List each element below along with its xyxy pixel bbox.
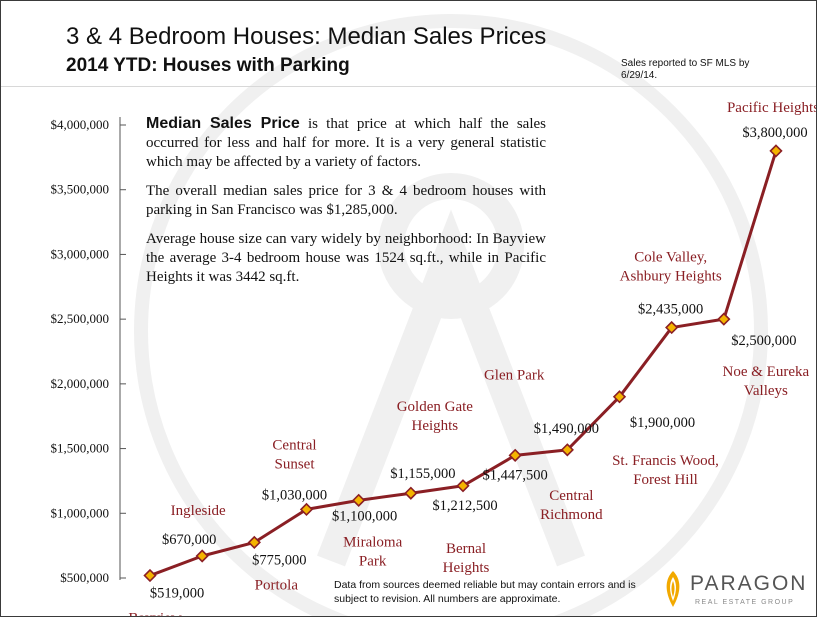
data-value-label: $1,030,000 <box>262 487 327 503</box>
paragon-logo-icon <box>666 571 680 607</box>
data-value-label: $1,155,000 <box>390 466 455 482</box>
y-tick-label: $1,500,000 <box>51 441 110 456</box>
y-tick-label: $3,000,000 <box>51 246 110 261</box>
neighborhood-label: Forest Hill <box>633 472 698 488</box>
data-value-label: $775,000 <box>252 552 306 568</box>
neighborhood-label: Heights <box>443 560 490 576</box>
data-value-label: $1,212,500 <box>432 498 497 514</box>
y-tick-label: $2,500,000 <box>51 311 110 326</box>
logo-wordmark: PARAGON <box>690 572 808 595</box>
paragon-logo: PARAGON REAL ESTATE GROUP <box>661 569 811 613</box>
data-value-label: $1,490,000 <box>534 421 599 437</box>
neighborhood-label: Valleys <box>744 383 788 399</box>
neighborhood-label: Ingleside <box>171 503 226 519</box>
data-point-marker <box>404 486 418 500</box>
data-point-marker <box>560 443 574 457</box>
median-definition: Median Sales Price is that price at whic… <box>146 114 546 172</box>
data-value-label: $3,800,000 <box>742 125 807 141</box>
neighborhood-label: Central <box>272 437 316 453</box>
chart-subtitle: 2014 YTD: Houses with Parking <box>66 55 350 76</box>
median-definition-lead: Median Sales Price <box>146 115 300 132</box>
neighborhood-label: Golden Gate <box>397 399 474 415</box>
y-tick-label: $3,500,000 <box>51 182 110 197</box>
data-point-marker <box>717 312 731 326</box>
data-point-marker <box>195 549 209 563</box>
neighborhood-label: Park <box>359 553 387 569</box>
overall-median-text: The overall median sales price for 3 & 4… <box>146 183 546 218</box>
neighborhood-label: Portola <box>255 577 299 593</box>
header-divider <box>1 86 816 87</box>
house-size-text: Average house size can vary widely by ne… <box>146 231 546 285</box>
data-point-marker <box>143 568 157 583</box>
data-point-marker <box>665 320 679 335</box>
neighborhood-label: St. Francis Wood, <box>612 453 719 469</box>
data-point-marker <box>612 390 627 404</box>
data-point-marker <box>352 493 366 507</box>
neighborhood-label: Cole Valley, <box>634 250 707 266</box>
disclaimer-text: Data from sources deemed reliable but ma… <box>334 579 636 605</box>
data-value-label: $670,000 <box>162 532 216 548</box>
data-point-marker <box>769 144 783 158</box>
data-value-label: $2,435,000 <box>638 302 703 318</box>
data-value-label: $1,900,000 <box>630 415 695 431</box>
neighborhood-label: Central <box>549 488 593 504</box>
median-definition-rest: is that price at which half the sales oc… <box>146 116 547 170</box>
data-point-marker <box>299 502 314 517</box>
neighborhood-label: Sunset <box>274 456 315 472</box>
chart-title: 3 & 4 Bedroom Houses: Median Sales Price… <box>66 23 547 50</box>
neighborhood-label: Miraloma <box>343 534 402 550</box>
data-value-label: $1,447,500 <box>483 467 548 483</box>
data-point-marker <box>508 448 522 462</box>
data-point-marker <box>247 535 261 550</box>
data-value-label: $2,500,000 <box>731 333 796 349</box>
y-tick-label: $2,000,000 <box>51 376 110 391</box>
sales-reported-note: Sales reported to SF MLS by 6/29/14. <box>621 58 750 81</box>
neighborhood-label: Pacific Heights <box>727 100 816 116</box>
neighborhood-label: Ashbury Heights <box>620 269 722 285</box>
neighborhood-label: Glen Park <box>484 367 545 383</box>
explanation-text: Median Sales Price is that price at whic… <box>146 114 546 297</box>
neighborhood-label: Richmond <box>540 507 603 523</box>
data-value-label: $519,000 <box>150 586 204 602</box>
neighborhood-label: Heights <box>411 418 458 434</box>
y-tick-label: $4,000,000 <box>51 117 110 132</box>
neighborhood-label: Bernal <box>446 541 486 557</box>
neighborhood-label: Bayview <box>128 611 181 616</box>
y-tick-label: $1,000,000 <box>51 505 110 520</box>
data-value-label: $1,100,000 <box>332 508 397 524</box>
logo-tagline: REAL ESTATE GROUP <box>695 599 795 606</box>
y-tick-label: $500,000 <box>60 570 109 585</box>
neighborhood-label: Noe & Eureka <box>723 364 810 380</box>
data-point-marker <box>456 479 470 493</box>
